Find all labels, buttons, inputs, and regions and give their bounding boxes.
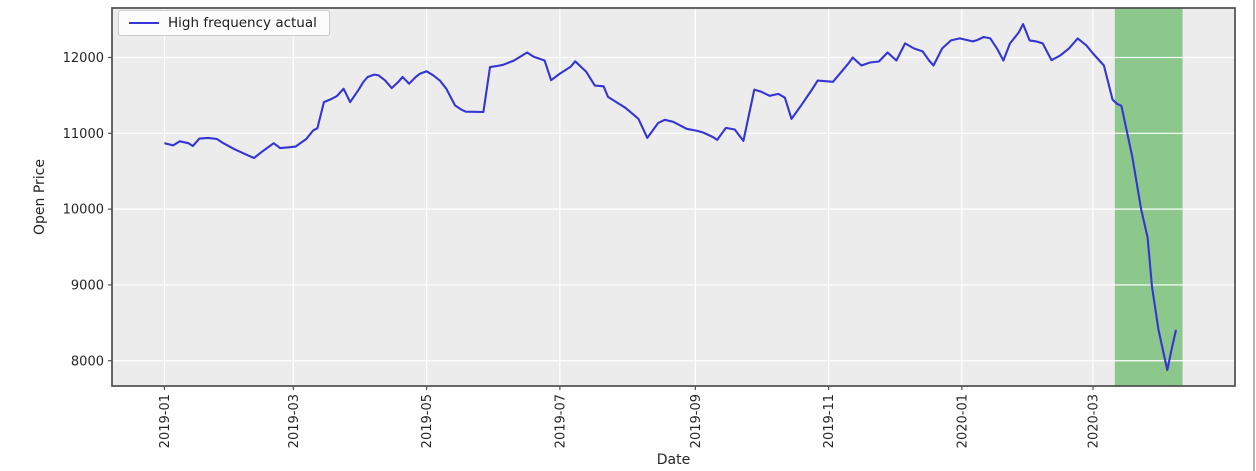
y-axis-label: Open Price bbox=[32, 159, 48, 235]
x-tick-label: 2019-11 bbox=[822, 394, 837, 448]
y-tick-label: 10000 bbox=[63, 203, 104, 218]
x-tick-label: 2020-03 bbox=[1086, 394, 1101, 448]
legend-label: High frequency actual bbox=[168, 15, 317, 31]
x-tick-label: 2019-07 bbox=[553, 394, 568, 448]
price-line bbox=[164, 23, 1178, 372]
y-tick-label: 12000 bbox=[63, 51, 104, 66]
legend-line-sample-icon bbox=[129, 22, 159, 24]
plot-border bbox=[111, 7, 1236, 387]
y-tick-label: 9000 bbox=[71, 278, 104, 293]
x-tick-label: 2019-01 bbox=[158, 394, 173, 448]
y-tick-label: 8000 bbox=[71, 354, 104, 369]
plot-background bbox=[112, 8, 1235, 386]
x-tick-label: 2019-05 bbox=[420, 394, 435, 448]
page-edge-line bbox=[1253, 0, 1255, 471]
x-tick-label: 2020-01 bbox=[955, 394, 970, 448]
highlight-band bbox=[1114, 8, 1183, 386]
y-tick-label: 11000 bbox=[63, 127, 104, 142]
x-axis-label: Date bbox=[657, 452, 690, 468]
x-tick-label: 2019-03 bbox=[287, 394, 302, 448]
legend: High frequency actual bbox=[118, 10, 330, 36]
x-tick-label: 2019-09 bbox=[689, 394, 704, 448]
